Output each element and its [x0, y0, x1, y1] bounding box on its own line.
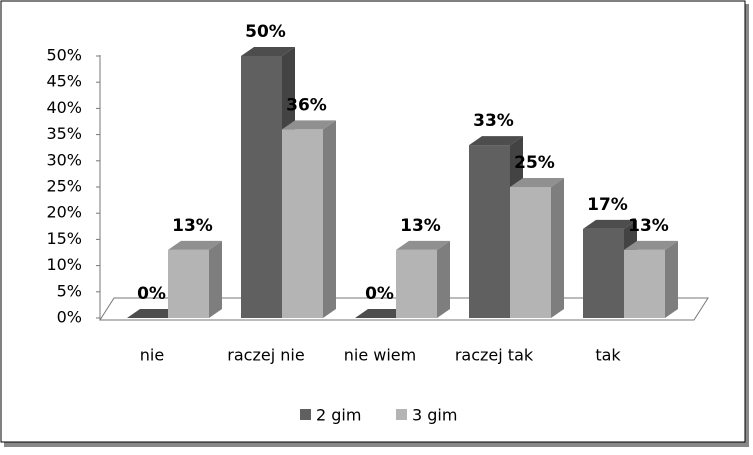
value-label: 25%: [514, 153, 555, 173]
bar-top: [355, 309, 409, 318]
value-label: 13%: [400, 216, 441, 236]
bar-side: [665, 240, 678, 318]
value-label: 36%: [286, 95, 327, 115]
y-tick-label: 45%: [46, 72, 82, 91]
bar-side: [551, 178, 564, 318]
y-tick-label: 40%: [46, 98, 82, 117]
bar: [241, 56, 282, 318]
y-tick-label: 0%: [57, 308, 82, 327]
legend-swatch: [300, 409, 311, 420]
x-tick-label: nie: [140, 346, 164, 365]
bar-top: [510, 178, 564, 187]
bar-top: [168, 240, 222, 250]
bar-top: [396, 240, 450, 250]
bar: [624, 249, 665, 318]
x-tick-label: raczej tak: [455, 346, 534, 365]
value-label: 17%: [587, 195, 628, 215]
y-tick-label: 25%: [46, 177, 82, 196]
bar-top: [241, 47, 295, 56]
bar-top: [127, 309, 181, 318]
value-label: 50%: [245, 22, 286, 42]
y-tick-label: 10%: [46, 255, 82, 274]
value-label: 0%: [137, 284, 166, 304]
bar-side: [437, 240, 450, 318]
y-tick-label: 30%: [46, 150, 82, 169]
bar: [396, 249, 437, 318]
x-tick-label: nie wiem: [344, 346, 416, 365]
legend-label: 2 gim: [316, 406, 361, 425]
y-tick-label: 15%: [46, 229, 82, 248]
bar-side: [209, 240, 222, 318]
y-tick-label: 20%: [46, 203, 82, 222]
bar-top: [282, 120, 336, 130]
x-tick-label: raczej nie: [227, 346, 304, 365]
bar: [510, 187, 551, 318]
legend-swatch: [396, 409, 407, 420]
value-label: 0%: [365, 284, 394, 304]
y-tick-label: 35%: [46, 124, 82, 143]
y-tick-label: 50%: [46, 46, 82, 65]
legend-label: 3 gim: [412, 406, 457, 425]
bar-top: [624, 240, 678, 250]
bar-side: [323, 120, 336, 318]
value-label: 13%: [628, 216, 669, 236]
y-tick-label: 5%: [57, 281, 82, 300]
value-label: 33%: [473, 111, 514, 131]
bar: [583, 228, 624, 318]
bar: [282, 129, 323, 318]
bar-top: [469, 136, 523, 146]
bar: [168, 249, 209, 318]
bar: [469, 145, 510, 318]
value-label: 13%: [172, 216, 213, 236]
bar-top: [583, 219, 637, 229]
x-tick-label: tak: [595, 346, 621, 365]
